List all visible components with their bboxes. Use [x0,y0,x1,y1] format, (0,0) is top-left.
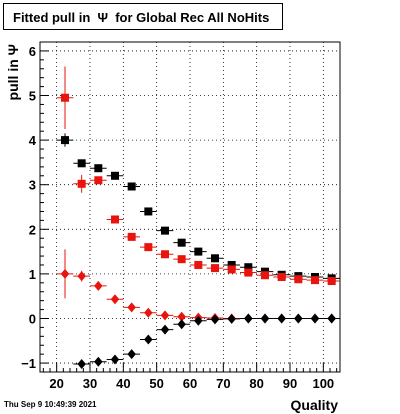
data-point [177,311,186,322]
data-point [77,179,86,188]
data-point [227,313,236,324]
data-point [210,314,220,325]
data-point [110,294,120,305]
data-point [194,247,203,256]
data-point [127,182,136,191]
data-point [327,313,336,324]
y-tick-label: −1 [21,356,36,371]
data-point [127,232,136,241]
y-axis-label: pull in Ψ [5,44,21,100]
y-tick-label: 2 [29,222,36,237]
axes: 20 30 40 50 60 70 80 90 100 −1 0 1 2 3 4 5 6 [21,44,338,391]
x-tick-label: 30 [83,376,97,391]
data-point [177,238,186,247]
y-tick-label: 0 [29,311,36,326]
data-point [194,260,203,269]
y-tick-label: 4 [29,133,37,148]
x-tick-label: 20 [49,376,63,391]
data-point [77,358,86,369]
data-point [194,315,203,326]
x-tick-label: 80 [249,376,263,391]
data-point [94,280,103,291]
y-tick-label: 5 [29,89,36,104]
data-point [94,356,103,367]
x-axis-label: Quality [291,397,339,413]
data-point [244,313,253,324]
data-point [227,265,236,274]
y-tick-label: 3 [29,178,36,193]
data-point [177,255,186,264]
data-point [127,349,136,360]
data-point [111,171,119,180]
data-point [110,354,120,365]
data-point [144,307,153,318]
x-tick-label: 50 [149,376,163,391]
data-point [144,334,153,345]
x-tick-label: 100 [312,376,334,391]
data-point [160,324,170,335]
data-point [244,263,253,272]
data-point [177,319,186,330]
data-point [144,243,153,252]
x-tick-label: 40 [116,376,130,391]
data-point [310,313,320,324]
data-point [127,302,136,313]
data-point [61,136,69,145]
title-box: Fitted pull in Ψ for Global Rec All NoHi… [3,3,283,30]
data-point [277,313,286,324]
data-point [60,268,70,279]
data-point [161,250,169,259]
data-point [294,313,303,324]
data-point [161,226,169,235]
series-0 [56,133,340,283]
data-point [94,164,103,173]
series-3 [73,313,340,369]
data-point [77,271,86,282]
timestamp: Thu Sep 9 10:49:39 2021 [4,400,97,409]
data-point [61,93,69,102]
y-tick-label: 1 [29,267,36,282]
series-1 [56,66,340,286]
data-point [211,254,219,263]
y-tick-label: 6 [29,44,36,59]
chart-title: Fitted pull in Ψ for Global Rec All NoHi… [13,10,270,25]
data-point [94,176,103,185]
data-point [261,271,269,280]
data-series [56,66,340,369]
data-point [227,260,236,269]
data-point [77,159,86,168]
data-point [244,268,253,277]
data-point [311,276,319,285]
data-point [277,273,286,282]
data-point [160,310,170,321]
data-point [294,275,303,284]
grid-lines [40,42,340,372]
x-tick-label: 60 [183,376,197,391]
data-point [327,277,336,286]
x-tick-label: 90 [283,376,297,391]
data-point [111,215,119,224]
series-2 [56,249,340,324]
data-point [211,264,219,273]
x-tick-label: 70 [216,376,230,391]
data-point [144,207,153,216]
data-point [260,313,270,324]
